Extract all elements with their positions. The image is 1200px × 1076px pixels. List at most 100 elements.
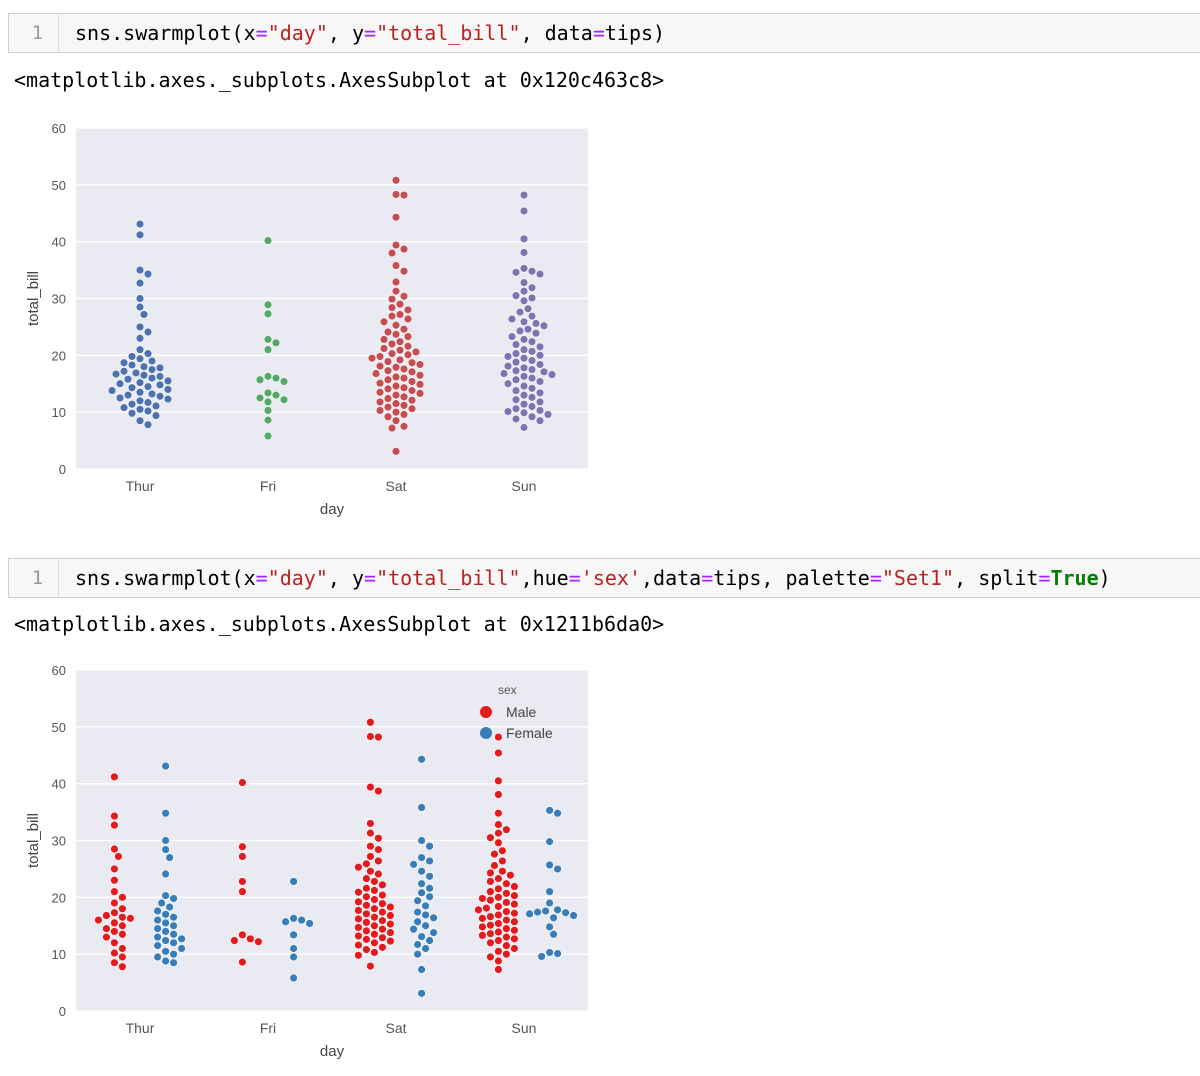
data-point: [374, 845, 383, 854]
data-point: [407, 396, 417, 405]
data-point: [391, 176, 401, 185]
data-point: [378, 916, 387, 925]
x-axis-label: day: [320, 1043, 345, 1060]
data-point: [490, 849, 499, 859]
data-point: [413, 907, 422, 917]
data-point: [370, 904, 379, 913]
data-point: [110, 918, 119, 928]
data-point: [407, 386, 417, 395]
y-tick-label: 40: [52, 235, 66, 250]
data-point: [549, 913, 558, 922]
data-point: [547, 370, 557, 379]
y-tick-label: 40: [52, 777, 66, 792]
data-point: [494, 919, 503, 928]
data-point: [525, 909, 534, 919]
code-token: =: [255, 566, 268, 590]
data-point: [135, 416, 145, 425]
data-point: [399, 422, 409, 431]
data-point: [165, 902, 174, 912]
data-point: [417, 932, 426, 941]
data-point: [519, 335, 529, 344]
data-point: [535, 342, 545, 352]
data-point: [143, 327, 153, 337]
data-point: [161, 947, 170, 956]
data-point: [413, 896, 422, 905]
code-input-1[interactable]: 1 sns.swarmplot(x="day", y="total_bill",…: [8, 13, 1200, 53]
data-point: [153, 952, 162, 962]
data-point: [407, 367, 417, 377]
data-point: [503, 407, 513, 416]
code-token: "day": [267, 21, 328, 45]
data-point: [535, 360, 545, 369]
data-point: [169, 949, 178, 959]
data-point: [387, 349, 397, 358]
data-point: [362, 918, 371, 927]
data-point: [161, 936, 170, 945]
data-point: [413, 940, 422, 949]
data-point: [354, 906, 363, 915]
data-point: [371, 369, 381, 378]
data-point: [425, 872, 434, 881]
data-point: [118, 962, 127, 971]
data-point: [395, 355, 405, 365]
y-tick-label: 20: [52, 890, 66, 905]
data-point: [386, 928, 395, 937]
data-point: [127, 409, 137, 418]
code-token: =: [364, 21, 377, 45]
data-point: [362, 892, 371, 901]
data-point: [375, 406, 385, 415]
data-point: [362, 935, 371, 944]
data-point: [155, 372, 165, 381]
data-point: [378, 907, 387, 917]
data-point: [238, 852, 247, 861]
data-point: [510, 934, 519, 944]
data-point: [531, 328, 541, 338]
data-point: [527, 283, 537, 292]
data-point: [305, 919, 314, 928]
data-point: [391, 372, 401, 382]
data-point: [386, 902, 395, 912]
data-point: [354, 951, 363, 960]
data-point: [511, 357, 521, 367]
data-point: [545, 887, 554, 896]
data-point: [494, 874, 503, 883]
data-point: [169, 913, 178, 922]
data-point: [391, 213, 401, 222]
data-point: [366, 841, 375, 851]
data-point: [263, 406, 273, 415]
data-point: [153, 906, 162, 916]
data-point: [429, 913, 438, 922]
data-point: [502, 924, 511, 933]
code-input-2[interactable]: 1 sns.swarmplot(x="day", y="total_bill",…: [8, 558, 1200, 598]
code-line-1[interactable]: sns.swarmplot(x="day", y="total_bill", d…: [75, 14, 665, 52]
code-token: =: [1038, 566, 1051, 590]
data-point: [527, 311, 537, 321]
data-point: [271, 390, 281, 400]
code-token: "Set1": [881, 566, 955, 590]
data-point: [511, 366, 521, 375]
data-point: [519, 400, 529, 409]
data-point: [511, 340, 521, 349]
data-point: [161, 809, 170, 818]
data-point: [553, 949, 562, 958]
data-point: [378, 924, 387, 934]
data-point: [354, 931, 363, 941]
data-point: [102, 932, 111, 942]
code-line-2[interactable]: sns.swarmplot(x="day", y="total_bill",hu…: [75, 559, 1111, 597]
data-point: [478, 894, 487, 903]
data-point: [510, 944, 519, 953]
data-point: [421, 901, 430, 911]
data-point: [387, 303, 397, 312]
data-point: [399, 190, 409, 200]
data-point: [383, 366, 393, 375]
data-point: [478, 922, 487, 932]
data-point: [527, 356, 537, 365]
data-point: [417, 888, 426, 897]
x-tick-label: Sat: [385, 478, 406, 494]
data-point: [366, 819, 375, 828]
data-point: [415, 360, 425, 369]
data-point: [478, 914, 487, 923]
data-point: [102, 911, 111, 920]
data-point: [486, 887, 495, 896]
data-point: [409, 860, 418, 869]
